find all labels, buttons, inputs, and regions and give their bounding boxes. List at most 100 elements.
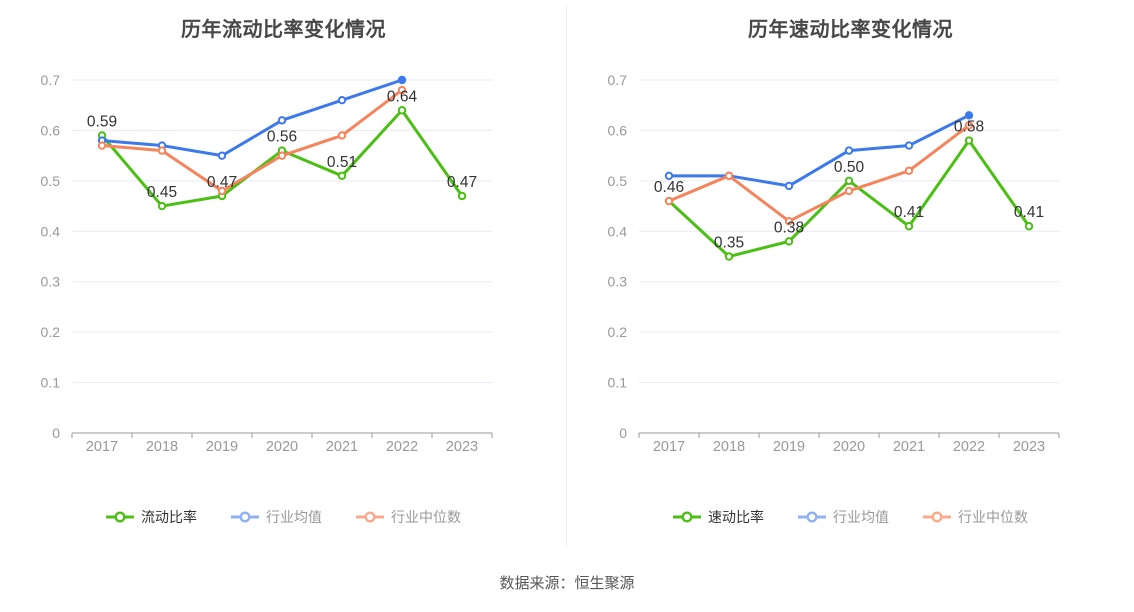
quick-ratio-line-chart: 0 0.1 0.2 0.3 0.4 0.5 0.6 0.7 2017 2018 2019 2020 20… xyxy=(608,72,1060,455)
legend-line-marker-icon xyxy=(923,511,951,523)
y-tick-label: 0.4 xyxy=(41,223,61,239)
data-point-速动比率 xyxy=(964,136,974,145)
data-point-行业均值 xyxy=(397,75,407,85)
data-point-行业中位数 xyxy=(97,141,107,150)
data-point-行业中位数 xyxy=(784,217,794,226)
legend-item-行业均值[interactable]: 行业均值 xyxy=(798,507,889,527)
legend-line-marker-icon xyxy=(356,511,384,523)
x-tick-label: 2019 xyxy=(773,439,805,455)
x-tick-label: 2021 xyxy=(893,439,925,455)
legend-line-marker-icon xyxy=(106,511,134,523)
data-point-行业均值 xyxy=(277,116,287,125)
data-point-行业均值 xyxy=(964,111,974,120)
charts-row: 历年流动比率变化情况 0 0.1 0.2 0.3 0.4 0.5 0.6 0.7 2017 201… xyxy=(0,0,1134,546)
x-tick-label: 2019 xyxy=(206,439,238,455)
x-tick-label: 2020 xyxy=(266,439,298,455)
y-tick-label: 0.2 xyxy=(41,324,61,340)
y-tick-label: 0.3 xyxy=(41,274,61,290)
y-tick-label: 0.6 xyxy=(608,122,628,138)
data-label: 0.41 xyxy=(1014,204,1044,221)
data-point-流动比率 xyxy=(457,191,467,201)
x-tick-label: 2022 xyxy=(386,439,418,455)
series-line-行业均值 xyxy=(667,113,971,188)
current-ratio-line-chart: 0 0.1 0.2 0.3 0.4 0.5 0.6 0.7 2017 2018 2019 2020 20… xyxy=(41,72,493,455)
data-point-速动比率 xyxy=(784,237,794,246)
y-tick-label: 0.5 xyxy=(608,173,628,189)
data-point-行业中位数 xyxy=(397,85,407,95)
x-tick-label: 2018 xyxy=(146,439,178,455)
x-tick-label: 2022 xyxy=(953,439,985,455)
chart-title-quick-ratio: 历年速动比率变化情况 xyxy=(748,19,953,41)
data-point-行业中位数 xyxy=(337,131,347,140)
data-label: 0.47 xyxy=(447,174,477,191)
chart-title-current-ratio: 历年流动比率变化情况 xyxy=(181,19,386,41)
data-point-行业均值 xyxy=(664,171,674,181)
legend-item-行业中位数[interactable]: 行业中位数 xyxy=(356,507,461,527)
data-label: 0.47 xyxy=(207,174,237,191)
data-point-流动比率 xyxy=(337,171,347,181)
legend-label: 速动比率 xyxy=(708,509,764,525)
data-point-行业中位数 xyxy=(157,146,167,155)
data-point-行业中位数 xyxy=(724,171,734,181)
x-tick-label: 2023 xyxy=(446,439,478,455)
legend-label: 行业均值 xyxy=(266,509,322,525)
data-point-流动比率 xyxy=(397,106,407,115)
data-point-行业中位数 xyxy=(277,151,287,160)
legend-item-行业均值[interactable]: 行业均值 xyxy=(231,507,322,527)
y-tick-label: 0 xyxy=(52,425,60,441)
data-point-速动比率 xyxy=(1024,222,1034,231)
y-tick-label: 0.3 xyxy=(608,274,628,290)
y-tick-label: 0.1 xyxy=(41,375,61,391)
data-source-text: 数据来源：恒生聚源 xyxy=(499,575,635,592)
legend-item-行业中位数[interactable]: 行业中位数 xyxy=(923,507,1028,527)
legend-label: 行业中位数 xyxy=(958,509,1028,525)
data-label: 0.50 xyxy=(834,159,865,176)
data-label: 0.59 xyxy=(87,113,117,130)
data-point-行业中位数 xyxy=(217,186,227,196)
y-tick-label: 0.4 xyxy=(608,223,628,239)
y-tick-label: 0.2 xyxy=(608,324,628,340)
series-line-行业均值 xyxy=(100,78,404,158)
legend-line-marker-icon xyxy=(231,511,259,523)
chart-panel-current-ratio: 历年流动比率变化情况 0 0.1 0.2 0.3 0.4 0.5 0.6 0.7 2017 201… xyxy=(0,0,567,526)
y-tick-label: 0.7 xyxy=(608,72,628,88)
data-point-速动比率 xyxy=(844,176,854,186)
x-tick-label: 2023 xyxy=(1013,439,1045,455)
data-point-行业中位数 xyxy=(664,196,674,206)
y-tick-label: 0.1 xyxy=(608,375,628,391)
legend-line-marker-icon xyxy=(798,511,826,523)
data-point-速动比率 xyxy=(724,252,734,261)
data-label: 0.45 xyxy=(147,184,177,201)
data-point-行业中位数 xyxy=(964,121,974,130)
data-point-速动比率 xyxy=(904,222,914,231)
series-line-行业中位数 xyxy=(100,88,404,193)
data-label: 0.56 xyxy=(267,129,297,146)
legend-label: 行业中位数 xyxy=(391,509,461,525)
data-label: 0.41 xyxy=(894,204,924,221)
page: 历年流动比率变化情况 0 0.1 0.2 0.3 0.4 0.5 0.6 0.7 2017 201… xyxy=(0,0,1134,592)
data-label: 0.35 xyxy=(714,235,744,252)
data-label: 0.64 xyxy=(387,88,418,105)
data-point-流动比率 xyxy=(157,201,167,211)
data-point-行业均值 xyxy=(337,95,347,105)
data-point-行业均值 xyxy=(904,141,914,150)
legend-item-速动比率[interactable]: 速动比率 xyxy=(673,507,764,527)
legend-item-流动比率[interactable]: 流动比率 xyxy=(106,507,197,527)
y-tick-label: 0.6 xyxy=(41,122,61,138)
data-point-行业中位数 xyxy=(904,166,914,175)
x-tick-label: 2021 xyxy=(326,439,358,455)
x-tick-label: 2017 xyxy=(653,439,685,455)
data-point-行业均值 xyxy=(844,146,854,155)
y-tick-label: 0 xyxy=(619,425,627,441)
chart-panel-quick-ratio: 历年速动比率变化情况 0 0.1 0.2 0.3 0.4 0.5 0.6 0.7 2017 201… xyxy=(567,0,1134,526)
legend-label: 行业均值 xyxy=(833,509,889,525)
data-label: 0.58 xyxy=(954,119,984,136)
data-point-行业中位数 xyxy=(844,186,854,196)
x-tick-label: 2018 xyxy=(713,439,745,455)
data-point-行业均值 xyxy=(217,151,227,160)
legend-label: 流动比率 xyxy=(141,509,197,525)
panel-divider xyxy=(566,6,567,546)
data-point-行业均值 xyxy=(784,181,794,191)
data-label: 0.46 xyxy=(654,179,684,196)
data-label: 0.38 xyxy=(774,219,804,236)
